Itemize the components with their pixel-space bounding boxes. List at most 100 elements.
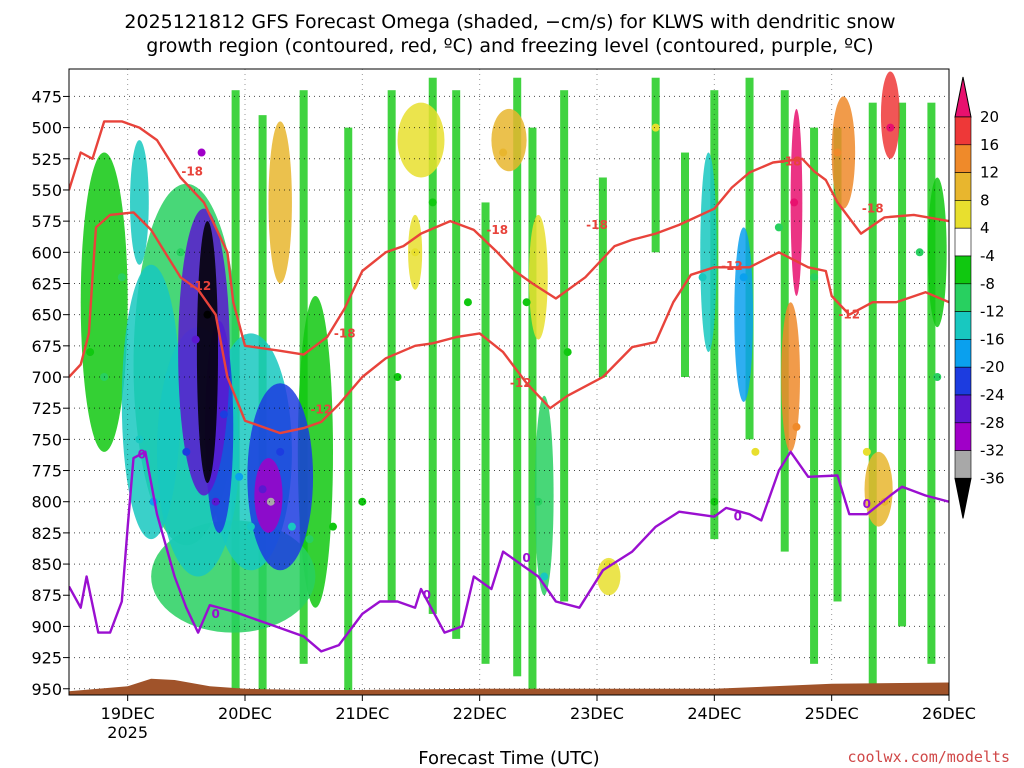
omega-point (246, 522, 255, 531)
colorbar-bin (954, 227, 972, 257)
y-tick-label: 900 (31, 617, 62, 636)
colorbar-bin (954, 311, 972, 340)
terrain (69, 678, 949, 695)
omega-point (164, 373, 173, 382)
contour-label: -12 (190, 279, 212, 293)
omega-shading (80, 71, 947, 695)
plot-frame (68, 68, 950, 696)
terrain-fill (69, 678, 949, 695)
contour-label: -12 (310, 402, 332, 416)
x-tick-label: 21DEC (335, 704, 389, 723)
omega-point (182, 447, 191, 456)
x-tick-label: 24DEC (687, 704, 741, 723)
omega-band (387, 90, 396, 602)
omega-blob (831, 96, 856, 209)
colorbar-bin (954, 422, 972, 451)
y-tick-label: 750 (31, 430, 62, 449)
colorbar-bin (954, 450, 972, 479)
contour-label: -12 (721, 259, 743, 273)
colorbar-label: -36 (980, 469, 1005, 487)
y-tick-label: 925 (31, 649, 62, 668)
y-tick-label: 600 (31, 243, 62, 262)
omega-point (276, 447, 285, 456)
chart-title-line-2: growth region (contoured, red, ºC) and f… (146, 35, 873, 57)
omega-point (235, 472, 244, 481)
omega-blob (864, 451, 893, 527)
y-tick-label: 550 (31, 181, 62, 200)
omega-point (651, 123, 660, 132)
y-tick-label: 800 (31, 493, 62, 512)
omega-point (287, 522, 296, 531)
omega-blob (597, 557, 621, 596)
contour-label: -18 (780, 154, 802, 168)
omega-point (933, 373, 942, 382)
contour-label: 0 (522, 551, 530, 565)
omega-point (698, 273, 707, 282)
omega-point (191, 335, 200, 344)
colorbar: 20 16 12 8 4 -4 -8 -12 -16 -20 -24 -28 -32 -36 (954, 76, 1005, 519)
omega-blob (491, 108, 527, 172)
colorbar-label: -24 (980, 386, 1005, 404)
x-axis-label: Forecast Time (UTC) (418, 748, 599, 768)
omega-point (428, 198, 437, 207)
contour-label: 0 (863, 497, 871, 511)
contour-label: 0 (211, 607, 219, 621)
omega-point (792, 422, 801, 431)
omega-point (266, 497, 275, 506)
omega-blob (880, 71, 900, 159)
omega-band (598, 177, 607, 378)
colorbar-label: 8 (980, 191, 990, 209)
omega-point (197, 148, 206, 157)
omega-point (833, 148, 842, 157)
omega-point (463, 298, 472, 307)
plot-area: -12 -12 -12 -12 -12 -18 -18 -18 -18 -18 -18 0 0 0 0 0 0 (69, 69, 949, 695)
colorbar-label: 20 (980, 108, 999, 126)
y-tick-label: 675 (31, 337, 62, 356)
contour-label: -18 (181, 164, 203, 178)
x-tick-label: 23DEC (570, 704, 624, 723)
omega-point (810, 273, 819, 282)
y-tick-label: 950 (31, 680, 62, 699)
omega-blob (397, 102, 445, 178)
x-tick-label: 19DEC (101, 704, 155, 723)
credit-text: coolwx.com/modelts (847, 748, 1010, 766)
omega-blob (80, 152, 128, 452)
omega-band (651, 77, 660, 253)
x-tick-label: 26DEC (922, 704, 976, 723)
omega-band (681, 152, 689, 378)
colorbar-label: 4 (980, 219, 990, 237)
omega-blob (268, 121, 292, 284)
x-tick-label: 22DEC (453, 704, 507, 723)
omega-point (862, 447, 871, 456)
contour-label: 0 (423, 588, 431, 602)
contour-label: -18 (486, 223, 508, 237)
colorbar-cap-bottom (954, 477, 972, 519)
omega-blob (528, 214, 548, 340)
colorbar-bin (954, 339, 972, 368)
contour-dgz-minus18 (69, 120, 949, 356)
y-tick-label: 700 (31, 368, 62, 387)
colorbar-label: 12 (980, 164, 999, 182)
omega-point (211, 497, 220, 506)
omega-blob (254, 458, 283, 533)
omega-point (117, 273, 126, 282)
omega-blob (781, 302, 800, 452)
omega-point (886, 123, 895, 132)
omega-point (411, 248, 420, 257)
contour-label: 0 (138, 447, 146, 461)
omega-band (344, 127, 353, 695)
colorbar-label: -16 (980, 330, 1005, 348)
omega-point (176, 248, 185, 257)
x-tick-label: 20DEC (218, 704, 272, 723)
colorbar-bin (954, 283, 972, 312)
x-tick-sublabel: 2025 (107, 723, 148, 742)
contour-label: 0 (734, 510, 742, 524)
y-tick-label: 475 (31, 87, 62, 106)
omega-point (563, 348, 572, 357)
colorbar-bin (954, 200, 972, 229)
contour-label: -18 (862, 202, 884, 216)
colorbar-bin (954, 144, 972, 173)
colorbar-bin (954, 172, 972, 201)
omega-blob (196, 221, 219, 484)
